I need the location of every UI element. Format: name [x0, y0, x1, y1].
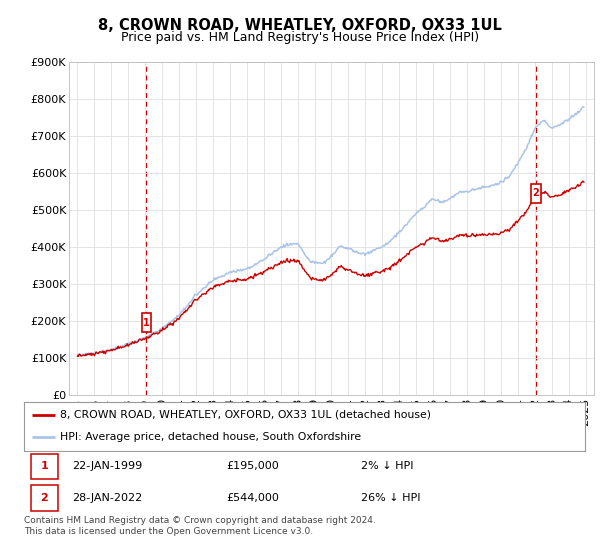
Text: HPI: Average price, detached house, South Oxfordshire: HPI: Average price, detached house, Sout… — [61, 432, 362, 442]
Bar — [142, 314, 151, 332]
Text: 8, CROWN ROAD, WHEATLEY, OXFORD, OX33 1UL: 8, CROWN ROAD, WHEATLEY, OXFORD, OX33 1U… — [98, 18, 502, 33]
Text: £544,000: £544,000 — [226, 493, 279, 503]
Bar — [31, 454, 58, 479]
Text: 22-JAN-1999: 22-JAN-1999 — [71, 461, 142, 472]
Text: 2: 2 — [533, 188, 539, 198]
Text: 1: 1 — [143, 318, 150, 328]
Text: 2% ↓ HPI: 2% ↓ HPI — [361, 461, 413, 472]
Text: 26% ↓ HPI: 26% ↓ HPI — [361, 493, 420, 503]
Text: 2: 2 — [40, 493, 48, 503]
Bar — [531, 184, 541, 203]
Text: Contains HM Land Registry data © Crown copyright and database right 2024.
This d: Contains HM Land Registry data © Crown c… — [24, 516, 376, 536]
Text: 1: 1 — [40, 461, 48, 472]
Text: 28-JAN-2022: 28-JAN-2022 — [71, 493, 142, 503]
Bar — [31, 485, 58, 511]
Text: £195,000: £195,000 — [226, 461, 279, 472]
Text: 8, CROWN ROAD, WHEATLEY, OXFORD, OX33 1UL (detached house): 8, CROWN ROAD, WHEATLEY, OXFORD, OX33 1U… — [61, 410, 431, 420]
Text: Price paid vs. HM Land Registry's House Price Index (HPI): Price paid vs. HM Land Registry's House … — [121, 31, 479, 44]
